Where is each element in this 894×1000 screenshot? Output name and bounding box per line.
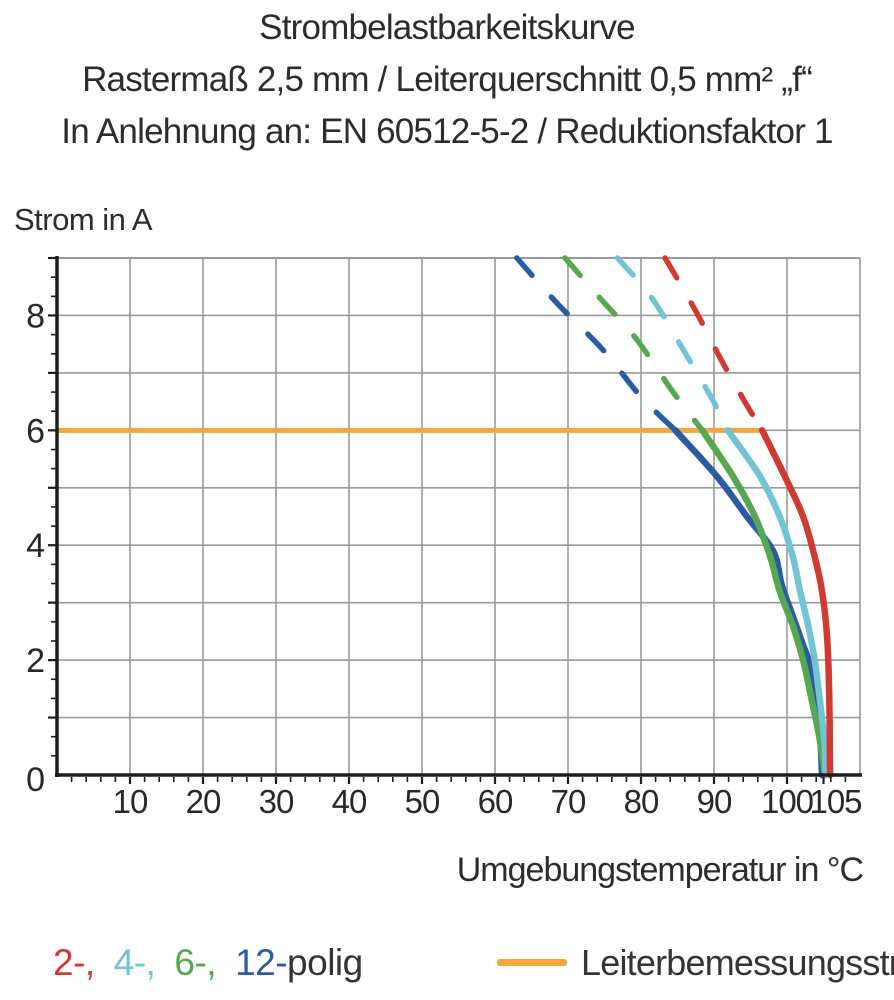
y-tick-label: 6 — [26, 412, 44, 450]
legend-rated-current: Leiterbemessungsstrom — [497, 942, 894, 984]
y-tick-label: 4 — [26, 527, 44, 565]
x-tick-label: 60 — [478, 783, 513, 820]
y-tick-label: 8 — [26, 297, 44, 335]
y-tick-label: 0 — [26, 761, 44, 799]
chart-title: Strombelastbarkeitskurve — [259, 8, 635, 47]
legend-item-12-polig: 12- — [235, 942, 288, 983]
curve-2-polig-dashed — [662, 255, 765, 434]
curve-6-polig-dashed — [562, 255, 706, 434]
x-tick-label: 90 — [697, 783, 732, 820]
legend-item-2-polig: 2-, — [53, 942, 95, 983]
curve-12-polig-solid — [672, 427, 826, 779]
x-axis-title: Umgebungstemperatur in °C — [456, 851, 864, 889]
curve-4-polig-dashed — [614, 255, 731, 434]
x-tick-label: 80 — [624, 783, 659, 820]
legend-pole-counts: 2-, 4-, 6-, 12-polig — [53, 942, 363, 984]
x-tick-label: 105 — [809, 783, 861, 820]
curve-4-polig-solid — [724, 427, 829, 779]
rated-current-line-swatch — [497, 958, 567, 966]
x-tick-label: 100 — [761, 783, 814, 820]
legend-item-6-polig: 6-, — [174, 942, 217, 983]
x-tick-label: 20 — [186, 783, 221, 820]
legend-item-4-polig: 4-, — [113, 942, 156, 983]
x-tick-label: 70 — [551, 783, 586, 820]
chart-subtitle-standard: In Anlehnung an: EN 60512-5-2 / Reduktio… — [61, 112, 833, 151]
legend-polig-suffix: polig — [287, 942, 363, 983]
rated-current-label: Leiterbemessungsstrom — [581, 942, 894, 983]
y-axis-title: Strom in A — [14, 202, 153, 237]
x-tick-label: 30 — [259, 783, 294, 820]
x-tick-label: 10 — [113, 783, 148, 820]
y-tick-label: 2 — [26, 642, 44, 680]
curve-6-polig-solid — [699, 427, 829, 779]
curve-12-polig-dashed — [514, 255, 679, 434]
chart-title-block: Strombelastbarkeitskurve Rastermaß 2,5 m… — [0, 2, 894, 158]
x-tick-label: 50 — [405, 783, 440, 820]
curve-2-polig-solid — [758, 427, 834, 779]
x-tick-label: 40 — [332, 783, 367, 820]
chart-subtitle-spec: Rastermaß 2,5 mm / Leiterquerschnitt 0,5… — [82, 60, 813, 99]
